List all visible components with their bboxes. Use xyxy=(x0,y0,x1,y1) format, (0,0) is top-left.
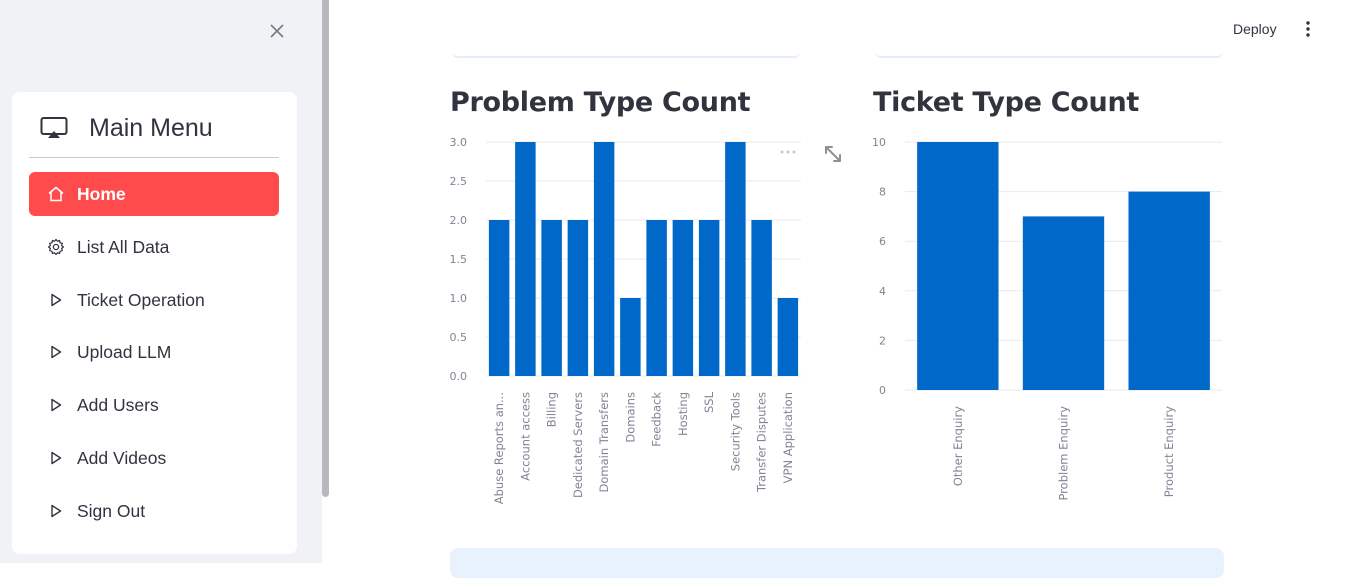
x-tick-label: Hosting xyxy=(676,392,690,436)
x-tick-label: SSL xyxy=(702,391,716,413)
menu-title: Main Menu xyxy=(89,114,213,142)
menu-item-add-videos[interactable]: Add Videos xyxy=(29,436,279,480)
menu-item-label: Home xyxy=(77,184,126,204)
bar[interactable] xyxy=(515,142,536,376)
problem-type-chart: 0.0 0.5 1.0 1.5 2.0 2.5 3.0 Abuse Reports an...… xyxy=(450,136,801,504)
x-tick-label: Feedback xyxy=(650,392,664,447)
x-tick-label: Abuse Reports an... xyxy=(492,392,506,504)
gear-icon xyxy=(48,238,64,256)
ticket-type-chart: 0 2 4 6 8 10 Other Enquiry Problem Enquiry Produ… xyxy=(872,136,1222,501)
more-options-icon[interactable] xyxy=(1300,20,1316,38)
y-tick-label: 8 xyxy=(879,186,886,199)
bar[interactable] xyxy=(698,220,720,376)
bar[interactable] xyxy=(672,220,694,376)
bar[interactable] xyxy=(725,142,746,376)
menu-item-label: Upload LLM xyxy=(77,342,172,362)
menu-item-upload-llm[interactable]: Upload LLM xyxy=(29,330,279,374)
x-tick-label: Billing xyxy=(545,392,559,427)
bar[interactable] xyxy=(620,298,641,376)
deploy-button[interactable]: Deploy xyxy=(1233,21,1277,37)
y-tick-label: 1.5 xyxy=(450,253,468,266)
bar[interactable] xyxy=(646,220,667,376)
close-sidebar-button[interactable] xyxy=(266,20,288,42)
bar[interactable] xyxy=(593,142,615,376)
menu-item-ticket-operation[interactable]: Ticket Operation xyxy=(29,278,279,322)
sidebar: Main Menu Home List All Data Ticket Oper… xyxy=(0,0,322,563)
previous-element-edge xyxy=(875,52,1223,58)
x-tick-label: Transfer Disputes xyxy=(755,392,769,493)
x-tick-label: Product Enquiry xyxy=(1162,406,1176,497)
bar[interactable] xyxy=(488,220,510,376)
bar[interactable] xyxy=(1128,191,1210,390)
x-tick-label: VPN Application xyxy=(781,392,795,483)
menu-item-home[interactable]: Home xyxy=(29,172,279,216)
menu-divider xyxy=(29,157,279,158)
x-tick-label: Other Enquiry xyxy=(951,406,965,486)
bar[interactable] xyxy=(1022,216,1105,390)
y-tick-label: 4 xyxy=(879,285,886,298)
y-tick-label: 2.5 xyxy=(450,175,468,188)
info-panel xyxy=(450,548,1224,578)
sidebar-scrollbar[interactable] xyxy=(322,0,329,497)
bar[interactable] xyxy=(777,298,799,376)
close-icon xyxy=(270,24,284,38)
y-tick-label: 2 xyxy=(879,334,886,347)
play-outline-icon xyxy=(51,398,62,412)
chart-title-ticket-type: Ticket Type Count xyxy=(873,87,1139,118)
menu-item-add-users[interactable]: Add Users xyxy=(29,383,279,427)
menu-item-label: List All Data xyxy=(77,237,170,257)
y-tick-label: 0.0 xyxy=(450,370,468,383)
y-tick-label: 2.0 xyxy=(450,214,468,227)
bar[interactable] xyxy=(541,220,562,376)
menu-item-list-all-data[interactable]: List All Data xyxy=(29,225,279,269)
play-outline-icon xyxy=(51,451,62,465)
x-tick-label: Domains xyxy=(623,392,637,443)
menu-item-sign-out[interactable]: Sign Out xyxy=(29,489,279,533)
y-tick-label: 0.5 xyxy=(450,331,468,344)
menu-item-label: Ticket Operation xyxy=(77,290,205,310)
y-tick-label: 10 xyxy=(872,136,886,149)
previous-element-edge xyxy=(452,52,800,58)
play-outline-icon xyxy=(51,293,62,307)
cast-icon xyxy=(40,117,68,138)
menu-item-label: Add Videos xyxy=(77,448,167,468)
chart-menu-icon[interactable] xyxy=(779,148,797,156)
chart-title-problem-type: Problem Type Count xyxy=(450,87,751,118)
y-tick-label: 1.0 xyxy=(450,292,468,305)
bar[interactable] xyxy=(751,220,772,376)
fullscreen-expand-icon[interactable] xyxy=(823,144,843,164)
bar[interactable] xyxy=(917,142,999,390)
x-tick-label: Dedicated Servers xyxy=(571,392,585,498)
menu-item-label: Sign Out xyxy=(77,501,146,521)
x-tick-label: Problem Enquiry xyxy=(1057,406,1071,501)
x-tick-label: Domain Transfers xyxy=(597,392,611,493)
play-outline-icon xyxy=(51,345,62,359)
y-tick-label: 6 xyxy=(879,235,886,248)
x-tick-label: Security Tools xyxy=(728,392,742,471)
menu-header: Main Menu xyxy=(12,92,297,158)
y-tick-label: 0 xyxy=(879,384,886,397)
house-icon xyxy=(48,186,64,202)
x-tick-label: Account access xyxy=(518,392,532,481)
main-menu: Main Menu Home List All Data Ticket Oper… xyxy=(12,92,297,554)
play-outline-icon xyxy=(51,504,62,518)
bar[interactable] xyxy=(567,220,589,376)
y-tick-label: 3.0 xyxy=(450,136,468,149)
menu-item-label: Add Users xyxy=(77,395,159,415)
